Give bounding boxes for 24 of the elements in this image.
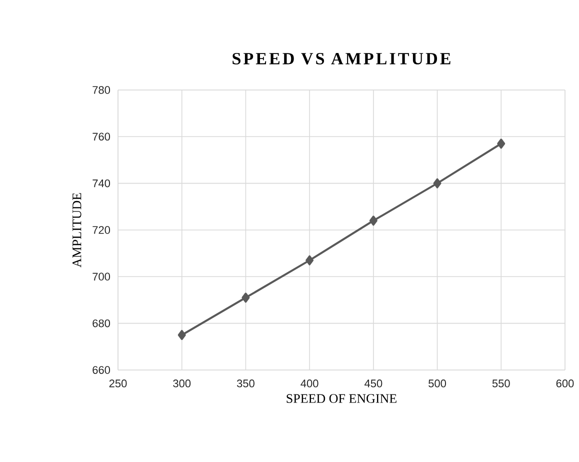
point <box>242 292 250 303</box>
point <box>433 178 442 188</box>
y-tick-label: 720 <box>92 226 110 234</box>
x-tick-label: 500 <box>428 380 446 388</box>
x-tick-label: 550 <box>492 380 510 388</box>
y-axis-title: AMPLITUDE <box>72 193 82 268</box>
x-tick-label: 350 <box>236 380 254 388</box>
y-tick-label: 760 <box>92 132 110 141</box>
point <box>497 138 506 149</box>
x-tick-label: 600 <box>556 380 574 388</box>
x-axis-title: SPEED OF ENGINE <box>286 394 396 403</box>
x-tick-label: 450 <box>364 380 382 388</box>
y-tick-label: 780 <box>92 86 110 94</box>
point <box>178 330 186 340</box>
y-tick-label: 680 <box>92 319 110 328</box>
x-tick-label: 300 <box>173 380 191 388</box>
point <box>306 255 314 266</box>
y-tick-label: 740 <box>92 179 110 188</box>
y-tick-label: 660 <box>92 366 110 374</box>
x-tick-label: 250 <box>109 380 127 388</box>
y-tick-label: 700 <box>92 272 110 281</box>
x-tick-label: 400 <box>300 380 318 388</box>
chart-title: SPEED VS AMPLITUDE <box>232 52 450 64</box>
point <box>369 216 378 226</box>
